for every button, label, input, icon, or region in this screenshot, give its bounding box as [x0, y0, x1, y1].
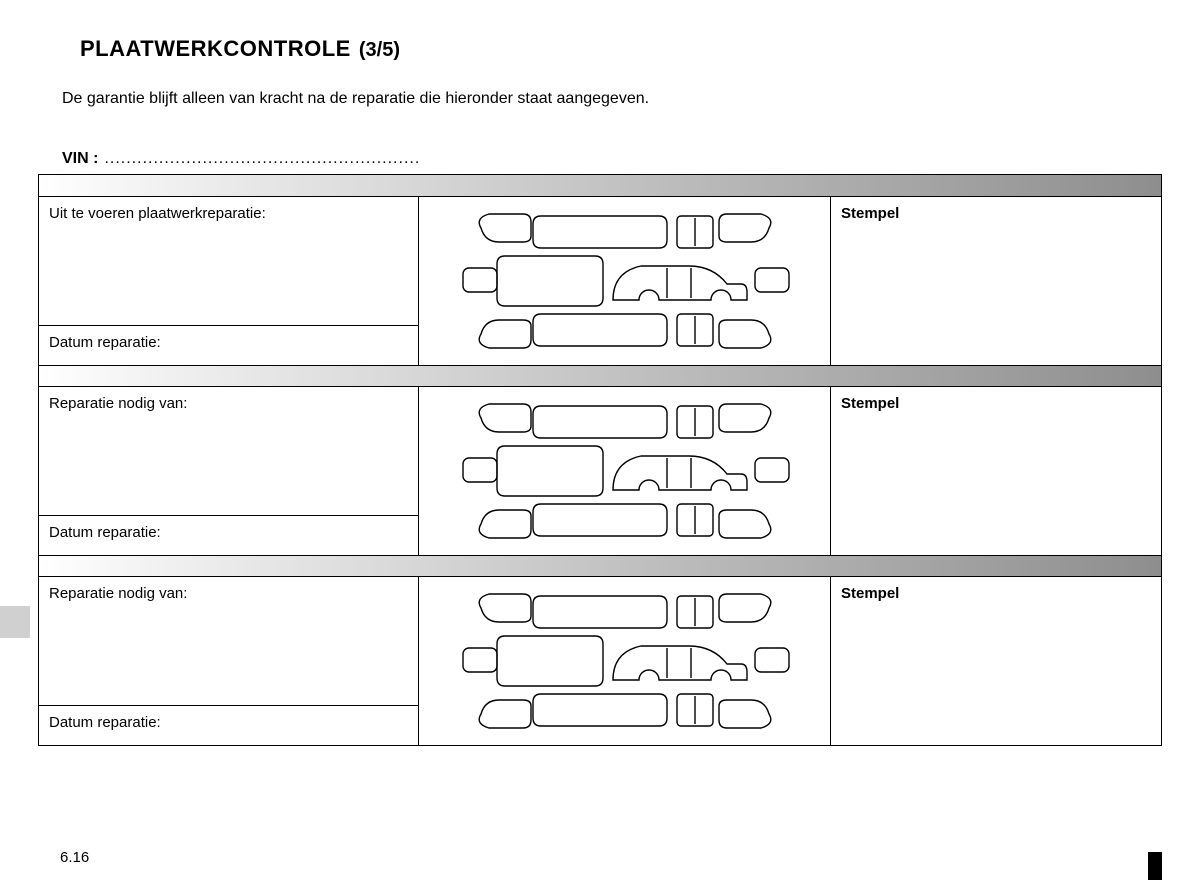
section-tab-marker — [0, 606, 30, 638]
bodywork-form-table: Uit te voeren plaatwerkreparatie: Datum … — [38, 174, 1162, 746]
car-diagram-cell[interactable] — [419, 577, 831, 745]
repair-description-field[interactable]: Reparatie nodig van: — [39, 577, 418, 705]
repair-description-field[interactable]: Reparatie nodig van: — [39, 387, 418, 515]
page-title: PLAATWERKCONTROLE — [80, 36, 351, 62]
repair-block: Uit te voeren plaatwerkreparatie: Datum … — [39, 197, 1161, 365]
separator-bar — [39, 555, 1161, 577]
vin-label: VIN : — [62, 150, 98, 168]
page: PLAATWERKCONTROLE (3/5) De garantie blij… — [0, 0, 1200, 888]
stamp-field[interactable]: Stempel — [831, 387, 1161, 555]
page-title-row: PLAATWERKCONTROLE (3/5) — [80, 36, 1162, 62]
car-body-panels-icon — [445, 206, 805, 356]
car-diagram-cell[interactable] — [419, 197, 831, 365]
intro-text: De garantie blijft alleen van kracht na … — [62, 90, 1162, 108]
car-body-panels-icon — [445, 586, 805, 736]
vin-row: VIN : ..................................… — [62, 150, 1162, 168]
repair-block-left: Reparatie nodig van: Datum reparatie: — [39, 577, 419, 745]
separator-bar — [39, 365, 1161, 387]
car-diagram-cell[interactable] — [419, 387, 831, 555]
repair-description-field[interactable]: Uit te voeren plaatwerkreparatie: — [39, 197, 418, 325]
stamp-field[interactable]: Stempel — [831, 577, 1161, 745]
repair-block-left: Reparatie nodig van: Datum reparatie: — [39, 387, 419, 555]
repair-block: Reparatie nodig van: Datum reparatie: St… — [39, 387, 1161, 555]
repair-date-field[interactable]: Datum reparatie: — [39, 705, 418, 745]
repair-date-field[interactable]: Datum reparatie: — [39, 325, 418, 365]
stamp-field[interactable]: Stempel — [831, 197, 1161, 365]
crop-mark-icon — [1148, 852, 1162, 880]
separator-bar — [39, 175, 1161, 197]
page-number: 6.16 — [60, 849, 89, 866]
car-body-panels-icon — [445, 396, 805, 546]
repair-block: Reparatie nodig van: Datum reparatie: St… — [39, 577, 1161, 745]
repair-block-left: Uit te voeren plaatwerkreparatie: Datum … — [39, 197, 419, 365]
page-title-counter: (3/5) — [359, 39, 400, 62]
repair-date-field[interactable]: Datum reparatie: — [39, 515, 418, 555]
vin-fill-line[interactable]: ........................................… — [104, 150, 420, 168]
